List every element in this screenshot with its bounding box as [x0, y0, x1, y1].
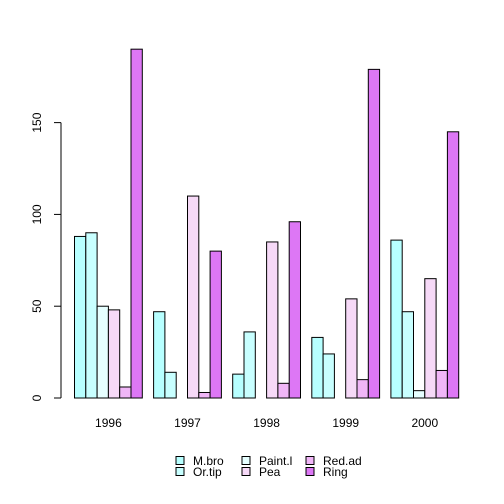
y-axis: 0 50 100 150	[30, 112, 62, 401]
bars	[74, 48, 460, 399]
bar-m-bro-1996	[74, 235, 87, 399]
y-tick-label: 50	[30, 299, 44, 313]
x-tick-label: 1999	[332, 416, 359, 430]
bar-red-ad-1997	[198, 391, 211, 399]
bar-paint-l-1996	[96, 305, 109, 399]
x-tick-label: 2000	[411, 416, 438, 430]
bar-m-bro-1998	[232, 373, 245, 399]
legend-swatch	[241, 456, 251, 465]
legend-label: M.bro	[193, 454, 224, 468]
bar-or-tip-2000	[401, 311, 415, 399]
legend-label: Or.tip	[193, 465, 222, 479]
x-tick-label: 1998	[253, 416, 280, 430]
legend-label: Ring	[323, 465, 348, 479]
bar-ring-1998	[288, 221, 302, 399]
bar-pea-1996	[107, 309, 121, 399]
x-tick-label: 1997	[174, 416, 201, 430]
legend-swatch	[175, 467, 185, 476]
x-tick-label: 1996	[95, 416, 122, 430]
y-tick-label: 150	[30, 112, 44, 132]
y-tick-label: 100	[30, 204, 44, 224]
bar-paint-l-2000	[413, 390, 426, 399]
legend-label: Paint.l	[259, 454, 292, 468]
legend-swatch	[241, 467, 251, 476]
bar-pea-1997	[187, 195, 200, 399]
bar-pea-1998	[266, 241, 279, 399]
bar-ring-2000	[446, 131, 460, 399]
legend-label: Pea	[259, 465, 281, 479]
bar-ring-1996	[130, 48, 143, 399]
bar-or-tip-1997	[164, 371, 177, 399]
legend-swatch	[305, 456, 315, 465]
bar-red-ad-2000	[435, 369, 448, 399]
y-tick-label: 0	[30, 394, 44, 401]
legend-swatch	[305, 467, 315, 476]
bar-ring-1999	[367, 68, 381, 399]
bar-red-ad-1999	[356, 379, 369, 399]
legend-swatch	[175, 456, 185, 465]
bar-red-ad-1996	[119, 386, 132, 399]
bar-pea-1999	[345, 298, 358, 399]
bar-m-bro-1997	[153, 311, 166, 399]
x-axis-labels: 1996 1997 1998 1999 2000	[95, 416, 438, 430]
bar-or-tip-1996	[85, 232, 98, 399]
legend-label: Red.ad	[323, 454, 362, 468]
bar-red-ad-1998	[277, 382, 290, 399]
bar-or-tip-1999	[322, 353, 335, 399]
bar-ring-1997	[209, 250, 222, 399]
bar-m-bro-2000	[390, 239, 403, 399]
bar-m-bro-1999	[311, 336, 324, 399]
bar-or-tip-1998	[243, 331, 256, 399]
bar-pea-2000	[424, 278, 437, 399]
